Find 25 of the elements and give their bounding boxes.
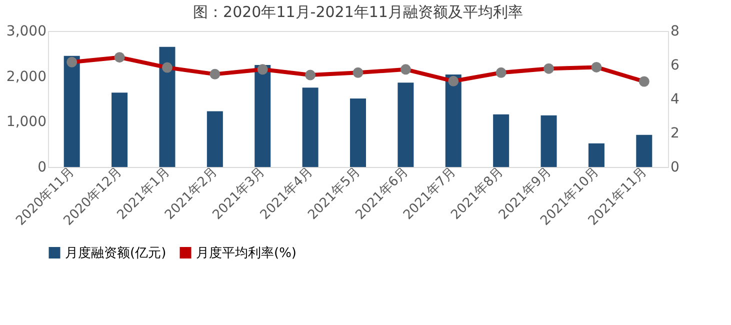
bar [254, 65, 271, 167]
bar [350, 98, 366, 167]
y2-tick-label: 4 [670, 92, 680, 108]
bar [64, 56, 80, 167]
y2-tick-label: 0 [670, 160, 680, 176]
bar [540, 115, 557, 167]
y-tick-label: 3,000 [6, 24, 46, 40]
bar [398, 82, 414, 167]
legend-label: 月度平均利率(%) [196, 244, 296, 261]
bar [588, 143, 604, 167]
bar [636, 134, 652, 167]
legend-label: 月度融资额(亿元) [65, 244, 166, 261]
bar [493, 114, 510, 167]
y2-tick-label: 6 [670, 58, 680, 74]
bar [302, 88, 318, 167]
chart-title: 图：2020年11月-2021年11月融资额及平均利率 [193, 3, 523, 21]
bar [206, 111, 223, 167]
bar [159, 46, 176, 167]
y2-tick-label: 2 [670, 126, 680, 142]
bar [445, 74, 462, 167]
y-tick-label: 0 [38, 160, 46, 176]
y-tick-label: 2,000 [6, 68, 46, 85]
y2-tick-label: 8 [670, 24, 680, 40]
y-tick-label: 1,000 [6, 114, 46, 130]
bar [112, 92, 128, 167]
